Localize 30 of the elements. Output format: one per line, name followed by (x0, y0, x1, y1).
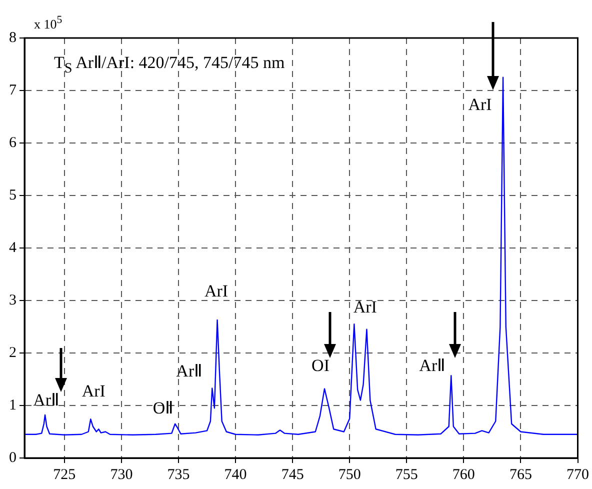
y-tick-label: 1 (9, 397, 16, 414)
y-tick-label: 7 (9, 82, 17, 98)
y-tick-label: 5 (9, 187, 16, 204)
y-tick-label: 0 (9, 450, 16, 466)
annotation: T$_{S}$ ArⅡ/ArI: 420/745, 745/745 nm (54, 52, 285, 78)
x-tick-label: 725 (53, 466, 76, 483)
annotation: ArⅡ (419, 356, 446, 376)
annotation: OI (312, 356, 330, 376)
x-tick-label: 765 (509, 466, 532, 483)
annotation: ArI (353, 298, 378, 317)
x-tick-label: 770 (566, 466, 589, 483)
y-tick-label: 6 (9, 134, 17, 151)
annotation: ArI (204, 281, 228, 300)
x-tick-label: 735 (167, 466, 190, 483)
annotation: OⅡ (152, 398, 174, 418)
y-tick-label: 8 (9, 30, 16, 46)
text: x 10$^{5}$ (34, 14, 62, 32)
y-tick-label: 4 (9, 240, 17, 256)
x-tick-label: 745 (281, 466, 304, 483)
annotation: ArⅡ (176, 362, 202, 381)
x-tick-label: 755 (395, 466, 418, 483)
annotation: ArI (82, 382, 106, 401)
annotation: ArⅡ (33, 390, 60, 410)
x-tick-label: 760 (452, 466, 475, 483)
x-tick-label: 730 (110, 466, 133, 483)
y-tick-label: 3 (9, 292, 16, 308)
x-tick-label: 750 (338, 466, 361, 483)
x-tick-label: 740 (224, 466, 247, 483)
annotation: ArI (468, 94, 492, 114)
y-tick-label: 2 (9, 344, 16, 361)
